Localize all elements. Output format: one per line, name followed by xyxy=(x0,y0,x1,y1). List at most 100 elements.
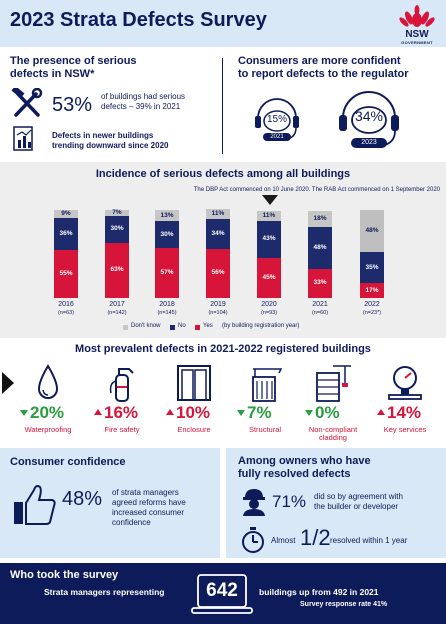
legend-label-yes: Yes xyxy=(203,323,213,329)
bar-segment-don-t-know-2020 xyxy=(257,210,281,221)
presence-stat-text-line2: defects – 39% in 2021 xyxy=(101,102,181,111)
commencement-marker-icon xyxy=(262,195,278,205)
header: 2023 Strata Defects Survey NSW GOVERNMEN… xyxy=(0,0,446,47)
defect-name-structural: Structural xyxy=(248,425,282,434)
chart-annotation: The DBP Act commenced on 10 June 2020. T… xyxy=(193,187,440,193)
chart-title: Incidence of serious defects among all b… xyxy=(95,168,351,180)
bar-label-yes-2021: 33% xyxy=(313,279,327,287)
bar-label-no-2020: 43% xyxy=(262,235,276,243)
bar-label-don-t-know-2019: 11% xyxy=(211,209,225,217)
owners-text-line2: the builder or developer xyxy=(314,502,399,511)
x-tick-label-2022: 2022 xyxy=(364,301,380,308)
footer-left-text: Strata managers representing xyxy=(44,587,165,597)
trend-text: Defects in newer buildings trending down… xyxy=(52,131,168,151)
legend-note: (by building registration year) xyxy=(222,323,300,329)
defect-name-enclosure: Enclosure xyxy=(177,425,211,434)
footer-right-text: buildings up from 492 in 2021 xyxy=(259,587,379,597)
footer: Who took the survey Strata managers repr… xyxy=(0,563,446,624)
sample-size-2018: (n=145) xyxy=(157,310,177,316)
consumer-confidence-panel xyxy=(0,448,220,558)
bar-segment-no-2020 xyxy=(257,220,281,259)
bar-segment-no-2019 xyxy=(206,218,230,249)
fire-extinguisher-icon xyxy=(102,363,142,403)
bar-segment-no-2021 xyxy=(308,226,332,269)
bar-label-don-t-know-2020: 11% xyxy=(262,211,276,219)
footer-rate: Survey response rate 41% xyxy=(300,601,388,608)
owners-fraction: 1/2 xyxy=(300,525,331,550)
bar-label-yes-2022: 17% xyxy=(365,286,379,294)
owners-resolved: resolved within 1 year xyxy=(330,536,408,545)
bar-segment-don-t-know-2019 xyxy=(206,209,230,219)
footer-heading: Who took the survey xyxy=(10,569,119,581)
stopwatch-icon xyxy=(242,527,264,553)
owners-text: did so by agreement with the builder or … xyxy=(314,492,403,512)
logo-text: NSW xyxy=(405,29,429,40)
bar-label-yes-2019: 56% xyxy=(211,269,225,277)
x-tick-label-2016: 2016 xyxy=(58,301,74,308)
legend-swatch-no xyxy=(170,325,175,330)
owners-heading-line1: Among owners who have xyxy=(238,455,371,467)
sample-size-2022: (n=23*) xyxy=(362,310,382,316)
bar-label-no-2021: 48% xyxy=(313,243,327,251)
x-tick-label-2018: 2018 xyxy=(159,301,175,308)
defect-name-line1: Non-compliant xyxy=(308,425,358,434)
play-marker-icon xyxy=(2,372,14,394)
defect-pct-fire-safety: 16% xyxy=(104,403,139,422)
defect-pct-enclosure: 10% xyxy=(176,403,211,422)
building-crane-icon xyxy=(245,363,285,403)
x-tick-label-2021: 2021 xyxy=(312,301,328,308)
confidence-2021-year: 2021 xyxy=(270,134,284,140)
section-divider xyxy=(222,58,223,154)
sample-size-2019: (n=104) xyxy=(208,310,228,316)
arrow-up-icon xyxy=(377,409,385,415)
water-drop-icon xyxy=(28,363,68,403)
presence-stat-text: of buildings had serious defects – 39% i… xyxy=(101,92,185,112)
bar-segment-yes-2017 xyxy=(105,242,129,298)
arrow-down-icon xyxy=(237,410,245,416)
defect-name-fire-safety: Fire safety xyxy=(104,425,140,434)
confidence-2023-pct: 34% xyxy=(354,108,384,124)
owners-text-line1: did so by agreement with xyxy=(314,492,403,501)
cc-line2: agreed reforms have xyxy=(112,498,186,507)
cc-line3: increased consumer xyxy=(112,508,185,517)
bar-label-don-t-know-2018: 13% xyxy=(160,211,174,219)
bar-segment-don-t-know-2016 xyxy=(54,210,78,218)
x-tick-label-2020: 2020 xyxy=(261,301,277,308)
presence-stat: 53% xyxy=(52,94,93,116)
logo-subtext: GOVERNMENT xyxy=(401,40,433,45)
bar-segment-yes-2018 xyxy=(155,247,179,298)
bar-segment-yes-2019 xyxy=(206,248,230,298)
defect-name-key-services: Key services xyxy=(383,425,427,434)
sample-size-2016: (n=63) xyxy=(57,310,75,316)
defect-name-line2: cladding xyxy=(319,433,347,442)
confidence-heading-line1: Consumers are more confident xyxy=(238,55,401,67)
bar-segment-don-t-know-2022 xyxy=(360,210,384,253)
defect-name-waterproofing: Waterproofing xyxy=(24,425,72,434)
sample-size-2017: (n=142) xyxy=(107,310,127,316)
bar-label-don-t-know-2016: 9% xyxy=(61,209,71,217)
defect-pct-non-compliant: 0% xyxy=(315,403,340,422)
bar-chart: 55% 36% 9% 2016 (n=63) 63% 30% 7% 2017 (n=142) 57%… xyxy=(54,209,384,316)
headset-icon-2021 xyxy=(255,98,299,141)
legend-swatch-yes xyxy=(195,325,200,330)
door-icon xyxy=(174,363,214,403)
bar-label-yes-2020: 45% xyxy=(262,274,276,282)
bar-segment-no-2016 xyxy=(54,217,78,250)
bar-label-no-2018: 30% xyxy=(160,230,174,238)
bar-label-don-t-know-2022: 48% xyxy=(365,227,379,235)
legend-label-no: No xyxy=(178,323,186,329)
presence-heading-line1: The presence of serious xyxy=(10,55,137,67)
defect-pct-structural: 7% xyxy=(247,403,272,422)
bar-label-yes-2018: 57% xyxy=(160,268,174,276)
consumer-confidence-stat: 48% xyxy=(62,488,103,510)
consumer-confidence-text: of strata managers agreed reforms have i… xyxy=(112,488,186,528)
trend-line1: Defects in newer buildings xyxy=(52,131,154,140)
presence-heading: The presence of serious defects in NSW* xyxy=(10,55,137,81)
bar-label-don-t-know-2021: 18% xyxy=(313,214,327,222)
cc-line1: of strata managers xyxy=(112,488,179,497)
bar-label-yes-2017: 63% xyxy=(110,266,124,274)
cladding-crane-icon xyxy=(313,363,353,403)
bar-segment-don-t-know-2017 xyxy=(105,210,129,217)
waratah-icon xyxy=(399,5,435,27)
owners-almost: Almost xyxy=(271,536,296,545)
